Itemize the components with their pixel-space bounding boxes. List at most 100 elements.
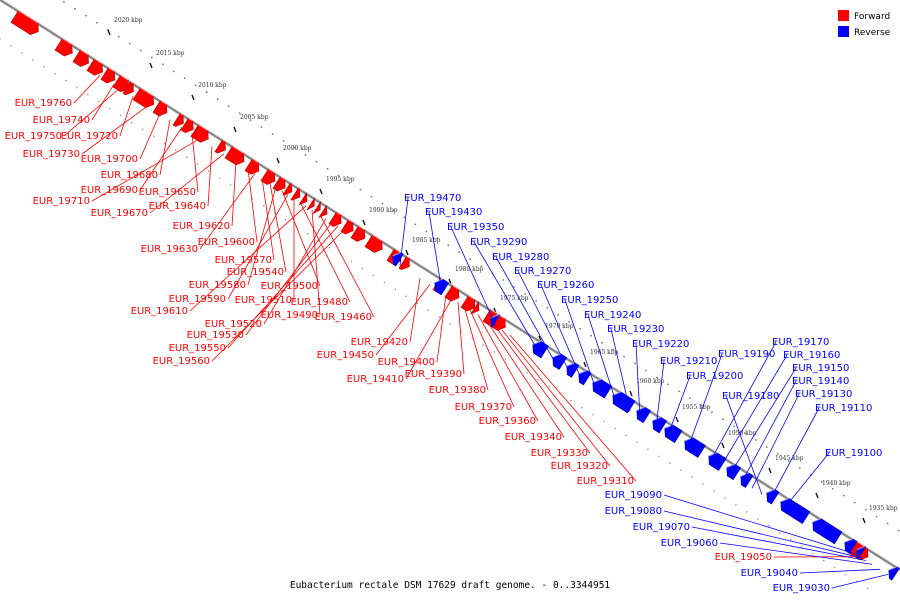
leader-line: [81, 105, 149, 155]
kbp-tick-label: 1965 kbp: [590, 349, 619, 356]
gene-label: EUR_19240: [584, 310, 641, 321]
leader-line: [311, 209, 321, 316]
kbp-tick-label: 2020 kbp: [114, 17, 143, 24]
kbp-tick-mark: [448, 278, 452, 285]
gene-label: EUR_19700: [81, 154, 138, 165]
kbp-tick-mark: [629, 390, 633, 397]
gene-label: EUR_19480: [291, 297, 348, 308]
gene-label: EUR_19420: [351, 337, 408, 348]
gene-label: EUR_19060: [661, 538, 718, 549]
gene-label: EUR_19140: [792, 376, 849, 387]
leader-line: [159, 119, 171, 176]
leader-line: [501, 329, 611, 467]
gene-label: EUR_19560: [153, 356, 210, 367]
gene-label: EUR_19290: [470, 237, 527, 248]
leader-line: [799, 568, 881, 574]
kbp-tick-label: 1940 kbp: [822, 480, 851, 487]
genome-axis: [0, 0, 900, 571]
leader-line: [667, 375, 691, 436]
gene-label: EUR_19600: [198, 237, 255, 248]
gene-label: EUR_19050: [715, 552, 772, 563]
gene-label: EUR_19370: [455, 402, 512, 413]
gene-label: EUR_19200: [686, 371, 743, 382]
kbp-tick-label: 1945 kbp: [775, 455, 804, 462]
leader-line: [725, 395, 763, 495]
kbp-tick-mark: [149, 62, 153, 69]
kbp-tick-mark: [862, 517, 866, 524]
leader-line: [149, 153, 225, 214]
legend-forward-label: Forward: [854, 12, 890, 22]
leader-line: [227, 194, 289, 300]
kbp-tick-label: 1955 kbp: [682, 404, 711, 411]
gene-label: EUR_19530: [187, 330, 244, 341]
gene-label: EUR_19460: [315, 312, 372, 323]
forward-gene-arrow: [190, 124, 209, 143]
kbp-tick-label: 1990 kbp: [369, 207, 398, 214]
gene-label: EUR_19710: [33, 196, 90, 207]
leader-line: [227, 225, 339, 349]
leader-line: [405, 298, 453, 380]
gene-label: EUR_19500: [261, 281, 318, 292]
leader-line: [709, 341, 777, 462]
leader-line: [63, 87, 121, 137]
kbp-tick-label: 1935 kbp: [869, 505, 898, 512]
leader-line: [509, 334, 637, 482]
leader-line: [119, 96, 134, 137]
leader-line: [281, 190, 321, 287]
kbp-tick-label: 2010 kbp: [198, 82, 227, 89]
gene-features: [10, 10, 900, 581]
gene-label: EUR_19130: [795, 389, 852, 400]
kbp-tick-mark: [815, 492, 819, 499]
leader-line: [473, 241, 541, 355]
legend-reverse-swatch: [838, 26, 849, 37]
gene-label: EUR_19280: [492, 252, 549, 263]
gene-label: EUR_19380: [429, 385, 486, 396]
gene-label: EUR_19570: [215, 255, 272, 266]
gene-label: EUR_19260: [537, 280, 594, 291]
gene-label: EUR_19070: [633, 522, 690, 533]
leader-line: [299, 201, 351, 303]
leader-line: [450, 226, 497, 327]
gene-label: EUR_19150: [792, 363, 849, 374]
kbp-tick-mark: [583, 361, 587, 368]
gene-label: EUR_19190: [718, 349, 775, 360]
leader-line: [517, 270, 571, 374]
leader-line: [207, 146, 213, 207]
gene-label: EUR_19650: [139, 187, 196, 198]
gene-label: EUR_19160: [783, 350, 840, 361]
reverse-gene-arrow: [780, 498, 811, 525]
leader-line: [399, 197, 409, 266]
gene-label: EUR_19670: [91, 208, 148, 219]
gene-label: EUR_19400: [378, 357, 435, 368]
scale-ticks: 2020 kbp 2015 kbp 2010 kbp 2005 kbp 2000 kbp…: [107, 17, 898, 524]
gene-label: EUR_19360: [479, 416, 536, 427]
gene-label: EUR_19430: [425, 207, 482, 218]
genome-caption: Eubacterium rectale DSM 17629 draft geno…: [290, 580, 611, 591]
gene-label: EUR_19220: [632, 339, 689, 350]
leader-line: [463, 305, 489, 391]
leader-line: [485, 319, 565, 438]
leader-line: [687, 353, 723, 448]
gene-label: EUR_19210: [660, 356, 717, 367]
leader-line: [231, 161, 237, 227]
gene-label: EUR_19550: [169, 343, 226, 354]
gene-label: EUR_19100: [825, 448, 882, 459]
forward-gene-arrow: [72, 49, 89, 67]
leader-line: [831, 574, 889, 589]
genome-axis-line: [0, 0, 900, 571]
leader-line: [189, 205, 307, 312]
gene-label: EUR_19590: [169, 294, 226, 305]
gene-label: EUR_19410: [347, 374, 404, 385]
kbp-tick-label: 1995 kbp: [326, 176, 355, 183]
gene-label: EUR_19040: [741, 568, 798, 579]
gene-label: EUR_19610: [131, 306, 188, 317]
forward-gene-arrow: [132, 87, 155, 109]
gene-label: EUR_19310: [577, 476, 634, 487]
gene-label: EUR_19340: [505, 432, 562, 443]
leader-line: [91, 138, 201, 202]
gene-label: EUR_19230: [607, 324, 664, 335]
kbp-tick-label: 1970 kbp: [545, 323, 574, 330]
leader-line: [495, 256, 557, 365]
